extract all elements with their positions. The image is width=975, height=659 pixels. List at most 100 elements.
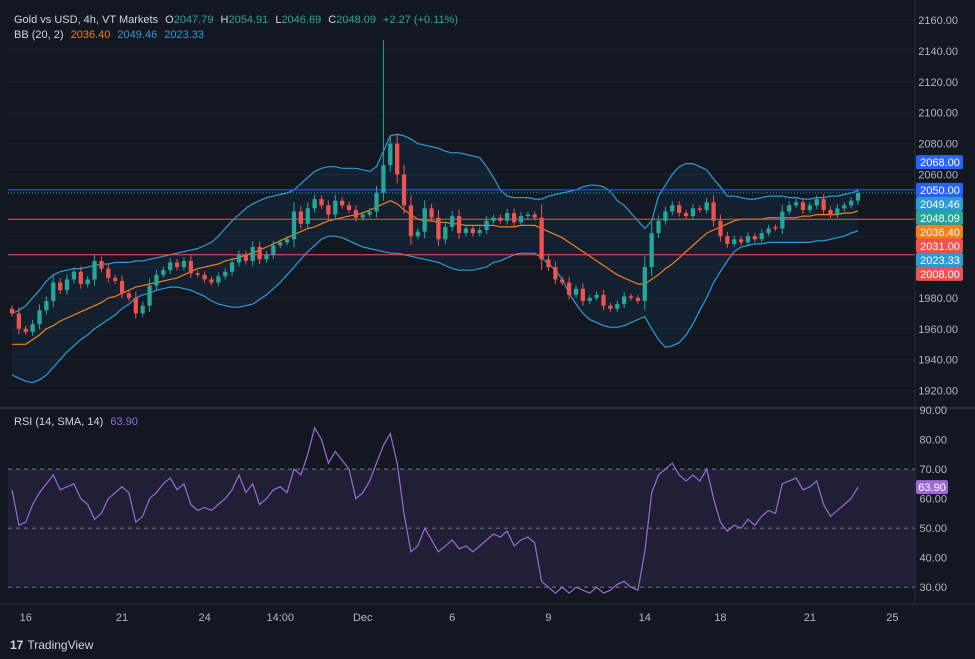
rsi-series-line (11, 426, 859, 594)
candle-body (140, 305, 145, 314)
candle-body (670, 205, 675, 212)
candle-body (491, 217, 496, 221)
time-tick-label: 24 (198, 612, 210, 624)
rsi-tick-label: 80.00 (919, 435, 947, 447)
candle-body (546, 259, 551, 268)
change-value: +2.27 (+0.11%) (383, 14, 459, 26)
time-tick-label: 9 (545, 612, 551, 624)
candle-body (168, 262, 173, 271)
candle-body (649, 233, 654, 268)
candle-body (346, 205, 352, 210)
price-tick-label: 1920.00 (918, 386, 958, 398)
tradingview-brand[interactable]: 17 TradingView (10, 638, 93, 652)
open-value: 2047.79 (173, 14, 214, 26)
candle-body (773, 227, 778, 229)
candle-body (51, 282, 56, 302)
candle-body (766, 228, 771, 234)
candle-body (828, 209, 833, 215)
candlesticks (9, 40, 861, 336)
candle-body (257, 246, 262, 260)
bb-basis-value: 2036.40 (70, 29, 111, 41)
candle-body (360, 214, 365, 218)
candle-body (456, 216, 462, 234)
candle-body (725, 236, 730, 244)
candle-body (732, 239, 737, 244)
candle-body (126, 293, 132, 298)
price-label-text: 2048.09 (920, 213, 960, 225)
candle-body (752, 236, 757, 240)
time-axis[interactable]: 16 21 24 14:00 Dec 6 9 14 18 21 25 (20, 612, 899, 624)
candle-body (291, 211, 297, 240)
grid-lines (8, 19, 915, 392)
price-label-box (916, 252, 963, 267)
candle-body (628, 296, 634, 298)
candle-body (312, 199, 317, 209)
candle-body (608, 305, 613, 309)
candle-body (37, 310, 42, 325)
candle-body (278, 242, 283, 246)
candle-body (814, 199, 819, 206)
candle-body (759, 233, 764, 240)
candle-body (154, 274, 159, 286)
time-tick-label: 14:00 (266, 612, 294, 624)
candle-body (243, 254, 248, 261)
candle-body (188, 260, 193, 274)
candle-body (470, 228, 475, 234)
candle-body (484, 220, 489, 231)
candle-body (374, 192, 379, 212)
pane-separators (0, 0, 975, 605)
tradingview-name: TradingView (27, 638, 94, 652)
bollinger-bands (11, 133, 859, 384)
candle-body (601, 294, 606, 306)
candle-body (580, 288, 586, 302)
candle-body (202, 274, 207, 280)
time-tick-label: 25 (886, 612, 898, 624)
candle-body (835, 208, 840, 215)
candle-body (793, 202, 799, 206)
rsi-legend[interactable]: RSI (14, SMA, 14) 63.90 (14, 416, 142, 428)
candle-body (305, 208, 310, 224)
price-axis[interactable]: 2160.00 2140.00 2120.00 2100.00 2080.00 2060.… (918, 15, 958, 397)
candle-body (800, 202, 806, 210)
candle-body (236, 254, 242, 263)
price-tick-label: 2100.00 (918, 108, 958, 120)
tradingview-logo-icon: 17 (10, 638, 24, 652)
candle-body (683, 213, 689, 217)
time-tick-label: 16 (20, 612, 32, 624)
candle-body (656, 220, 661, 234)
rsi-axis[interactable]: 90.00 80.00 70.00 60.00 50.00 40.00 30.00 (919, 405, 947, 594)
price-label-box (916, 182, 963, 197)
horizontal-levels (8, 189, 915, 256)
candle-body (573, 288, 579, 295)
candle-body (615, 304, 620, 309)
candle-body (622, 296, 627, 305)
price-tick-label: 1940.00 (918, 355, 958, 367)
candle-body (663, 211, 668, 221)
candle-body (745, 236, 751, 243)
candle-body (463, 228, 469, 234)
rsi-value-box (916, 480, 948, 495)
candle-body (477, 230, 482, 234)
symbol-legend[interactable]: Gold vs USD, 4h, VT Markets O2047.79 H20… (14, 14, 462, 26)
candle-body (71, 271, 77, 280)
candle-body (23, 328, 28, 332)
low-label: L (275, 14, 282, 26)
candle-body (505, 213, 510, 221)
candle-body (408, 205, 414, 237)
time-tick-label: 14 (639, 612, 651, 624)
price-label-box (916, 224, 963, 239)
candle-body (525, 214, 530, 217)
candle-body (553, 267, 558, 280)
bb-lower-value: 2023.33 (164, 29, 205, 41)
candle-body (821, 199, 826, 210)
candle-body (367, 211, 372, 215)
candle-body (264, 254, 269, 260)
price-labels: 2068.00 2050.00 2049.46 2048.09 2036.40 2031.… (916, 155, 963, 495)
price-label-text: 2023.33 (920, 255, 960, 267)
rsi-tick-label: 60.00 (919, 494, 947, 506)
bollinger-legend[interactable]: BB (20, 2) 2036.40 2049.46 2023.33 (14, 29, 208, 41)
symbol-name: Gold vs USD, 4h, VT Markets (14, 14, 159, 26)
price-tick-label: 2120.00 (918, 77, 958, 89)
rsi-tick-label: 70.00 (919, 464, 947, 476)
